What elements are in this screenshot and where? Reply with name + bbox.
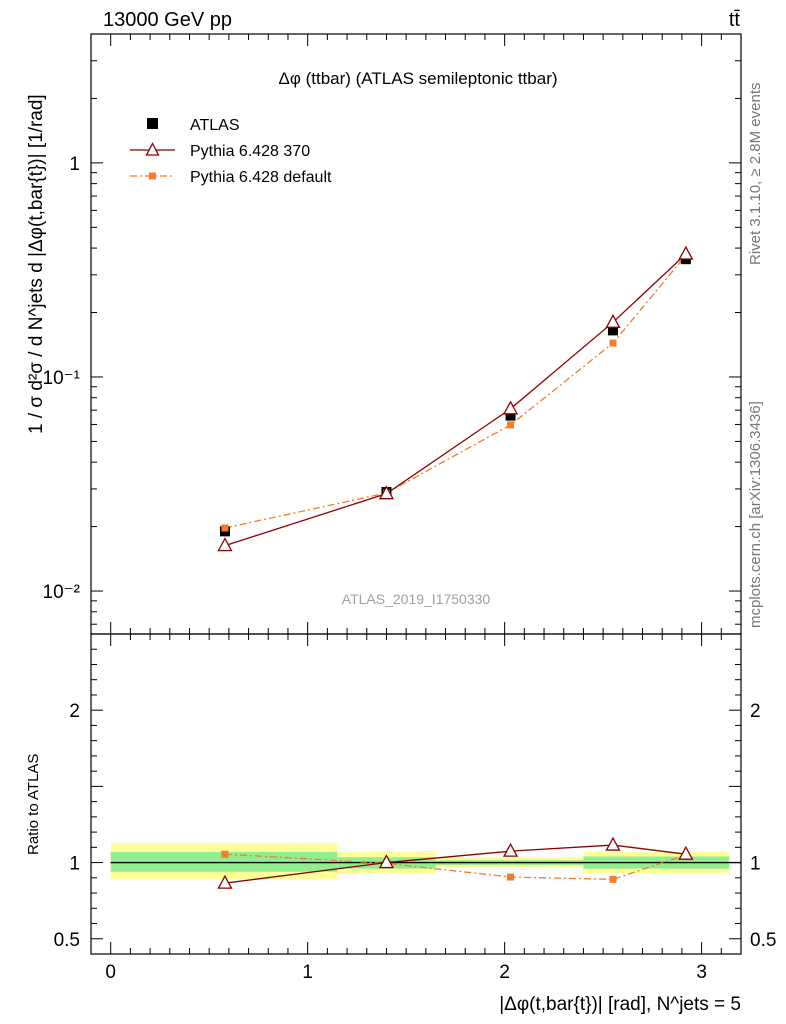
atlas-data-point — [607, 325, 618, 336]
x-axis-label: |Δφ(t,bar{t})| [rad], N^jets = 5 — [499, 994, 741, 1015]
legend-pythia-default-label: Pythia 6.428 default — [190, 169, 332, 186]
x-tick-label: 1 — [302, 962, 313, 983]
ratio-pythia-default-point — [221, 850, 229, 858]
pythia-default-point — [609, 339, 617, 347]
ratio-pythia-370-point — [378, 854, 395, 869]
legend-atlas-label: ATLAS — [190, 117, 240, 134]
main-plot-area — [217, 245, 694, 552]
main-axes: 10⁻² 10⁻¹ 1 — [43, 33, 742, 634]
legend-item-pythia-370: Pythia 6.428 370 — [130, 142, 310, 160]
main-panel: 10⁻² 10⁻¹ 1 Δφ (ttbar) (ATLAS semileptonic… — [26, 33, 742, 635]
ratio-y-tick-label: 0.5 — [54, 930, 80, 951]
main-y-tick-label: 10⁻¹ — [43, 368, 81, 389]
analysis-watermark: ATLAS_2019_I1750330 — [342, 591, 491, 607]
legend-item-atlas: ATLAS — [147, 117, 240, 134]
legend-pythia-370-label: Pythia 6.428 370 — [190, 143, 310, 160]
pythia-default-point — [221, 524, 229, 532]
pythia-370-point — [217, 537, 233, 552]
ratio-pythia-default-point — [609, 875, 617, 883]
main-y-tick-label: 10⁻² — [43, 582, 81, 603]
ratio-plot-area — [110, 836, 741, 889]
pythia-default-line — [224, 254, 687, 529]
pythia-370-point — [502, 400, 519, 415]
mcplots-source-label: mcplots.cern.ch [arXiv:1306.3436] — [747, 401, 764, 628]
ratio-y-tick-label: 2 — [69, 701, 80, 722]
ratio-pythia-370-point — [502, 842, 519, 857]
x-tick-label: 0 — [105, 962, 116, 983]
ratio-y-axis-label: Ratio to ATLAS — [25, 754, 42, 855]
ratio-pythia-370-point — [217, 874, 233, 889]
header-right-label: tt̄ — [729, 9, 741, 31]
main-y-tick-label: 1 — [69, 154, 80, 175]
ratio-panel-frame — [90, 633, 742, 955]
ratio-y-tick-label: 1 — [69, 854, 80, 875]
legend-item-pythia-default: Pythia 6.428 default — [130, 169, 332, 186]
ratio-y-tick-label-right: 0.5 — [750, 930, 776, 951]
header-left-label: 13000 GeV pp — [103, 9, 232, 31]
pythia-default-point — [507, 421, 515, 429]
legend-atlas-marker — [147, 118, 158, 129]
atlas-data-point — [505, 410, 516, 421]
x-tick-label: 2 — [499, 962, 510, 983]
rivet-version-label: Rivet 3.1.10, ≥ 2.8M events — [747, 83, 764, 266]
pythia-370-line — [224, 253, 687, 547]
pythia-370-point — [678, 245, 694, 260]
main-chart-title: Δφ (ttbar) (ATLAS semileptonic ttbar) — [278, 69, 557, 88]
ratio-axes: 0 1 2 3 0.5 0.5 1 1 2 2 — [54, 633, 776, 983]
pythia-370-point — [378, 485, 395, 500]
ratio-pythia-default-point — [507, 873, 515, 881]
main-panel-frame — [90, 33, 742, 635]
ratio-panel: 0 1 2 3 0.5 0.5 1 1 2 2 Ratio to ATLAS |Δφ(t,bar{… — [25, 633, 776, 1015]
x-tick-label: 3 — [696, 962, 707, 983]
legend-pythia-default-marker — [149, 172, 156, 180]
main-y-axis-label: 1 / σ d²σ / d N^jets d |Δφ(t,bar{t})| [1… — [26, 94, 47, 434]
legend: ATLAS Pythia 6.428 370 Pythia 6.428 defa… — [130, 117, 332, 186]
ratio-y-tick-label-right: 2 — [750, 701, 761, 722]
ratio-pythia-370-point — [605, 836, 621, 851]
ratio-y-tick-label-right: 1 — [750, 854, 761, 875]
pythia-370-point — [605, 313, 621, 328]
legend-pythia-370-marker — [145, 142, 160, 156]
ratio-pythia-370-point — [678, 845, 694, 860]
